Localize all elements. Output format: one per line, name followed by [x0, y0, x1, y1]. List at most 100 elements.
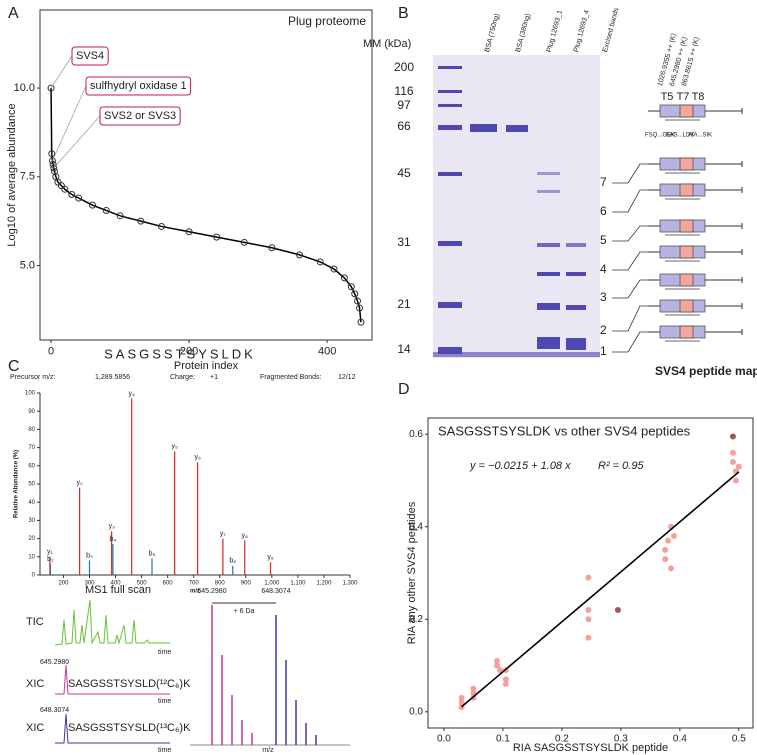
fit-line: [461, 471, 740, 708]
band: [537, 243, 560, 247]
annotation-box: [85, 76, 192, 96]
point: [48, 150, 56, 158]
chart-title: Plug proteome: [288, 14, 366, 28]
point: [88, 201, 96, 209]
gel-bands: [433, 66, 600, 357]
point: [137, 217, 145, 225]
point: [357, 318, 365, 326]
point: [494, 657, 501, 664]
point: [585, 574, 592, 581]
band: [537, 172, 560, 175]
x-axis-title: RIA SASGSSTSYSLDK peptide: [513, 742, 668, 754]
peak-label: y₆: [194, 454, 201, 461]
peptide-seq: FSQ...GEK: [645, 133, 675, 139]
axis-label: time: [158, 747, 171, 754]
band: [438, 104, 462, 107]
band: [470, 124, 497, 132]
point: [340, 274, 348, 282]
axis-label: m/z: [262, 747, 274, 754]
point: [68, 191, 76, 199]
point: [351, 290, 359, 298]
peptide-box: [679, 325, 694, 339]
y-tick-label: 0: [32, 573, 36, 579]
peak-label: y₅: [172, 443, 179, 450]
y-axis-title: Relative Abundance (%): [14, 450, 20, 518]
point: [49, 160, 57, 168]
annotation-box: [71, 46, 109, 66]
panel-label: B: [398, 5, 409, 22]
mm-marker: 116: [394, 84, 413, 98]
x-tick-label: 0: [48, 346, 54, 358]
peak-label: b₄: [110, 536, 117, 543]
sequence: SASGSSTSYSLDK: [104, 346, 256, 361]
y-tick-label: 100: [25, 391, 36, 397]
band-number: 5: [600, 233, 607, 247]
mm-marker: 97: [397, 98, 411, 112]
point: [458, 694, 465, 701]
x-tick-label: 1,100: [290, 580, 306, 586]
peptide-box: [679, 183, 694, 197]
y-tick-label: 60: [28, 463, 35, 469]
annotation: sulfhydryl oxidase 1: [90, 80, 187, 92]
leader-line: [50, 55, 73, 89]
point: [732, 477, 739, 484]
band: [438, 302, 462, 308]
band-number: 7: [600, 175, 607, 189]
point: [494, 662, 501, 669]
peak-label: y₇: [220, 530, 227, 537]
band: [537, 272, 560, 276]
x-tick-label: 1,000: [264, 580, 280, 586]
point: [185, 228, 193, 236]
mm-title: MM (kDa): [363, 38, 411, 50]
shift-label: + 6 Da: [234, 608, 255, 615]
y-tick-label: 20: [28, 536, 35, 542]
plot-frame: [39, 9, 373, 341]
x-tick-label: 700: [189, 580, 200, 586]
point: [729, 458, 736, 465]
xic-trace: [55, 713, 170, 744]
band: [438, 66, 462, 69]
point: [670, 532, 677, 539]
peak-label: y₃: [108, 523, 115, 530]
y-tick-label: 90: [28, 409, 35, 415]
point: [662, 556, 669, 563]
trace-label: XIC: [26, 722, 44, 734]
point: [729, 449, 736, 456]
tryptic-label: T7: [677, 91, 690, 103]
x-tick-label: 200: [58, 580, 69, 586]
leader-line: [53, 115, 101, 169]
peptide-seq: SAS...LDK: [666, 133, 695, 139]
band: [506, 125, 528, 132]
peptide-box: [679, 299, 694, 313]
peptide-label: SASGSSTSYSLD(¹³C₆)K: [68, 722, 191, 734]
mm-marker: 21: [397, 297, 411, 311]
x-tick-label: 200: [180, 346, 198, 358]
x-tick-label: 300: [84, 580, 95, 586]
point: [356, 304, 364, 312]
band-number: 1: [600, 344, 607, 358]
point: [354, 297, 362, 305]
point: [47, 84, 55, 92]
peak-label: y₉: [267, 554, 274, 561]
band-number: 4: [600, 262, 607, 276]
band: [438, 90, 462, 93]
y-tick-label: 0.2: [409, 614, 423, 625]
x-tick-label: 0.0: [437, 734, 451, 745]
x-tick-label: 400: [111, 580, 122, 586]
band: [438, 125, 462, 130]
peptide-box: [679, 245, 694, 259]
tryptic-label: T5: [661, 91, 674, 103]
point: [48, 157, 56, 165]
band: [566, 338, 586, 350]
point: [496, 667, 503, 674]
band: [566, 305, 586, 310]
y-tick-label: 10: [28, 554, 35, 560]
y-tick-label: 0.6: [409, 429, 423, 440]
peak-label: b₅: [149, 550, 156, 557]
y-tick-label: 0.4: [409, 521, 423, 532]
x-tick-label: 0.5: [732, 734, 746, 745]
point: [213, 233, 221, 241]
point: [585, 607, 592, 614]
trace-label: XIC: [26, 678, 44, 690]
